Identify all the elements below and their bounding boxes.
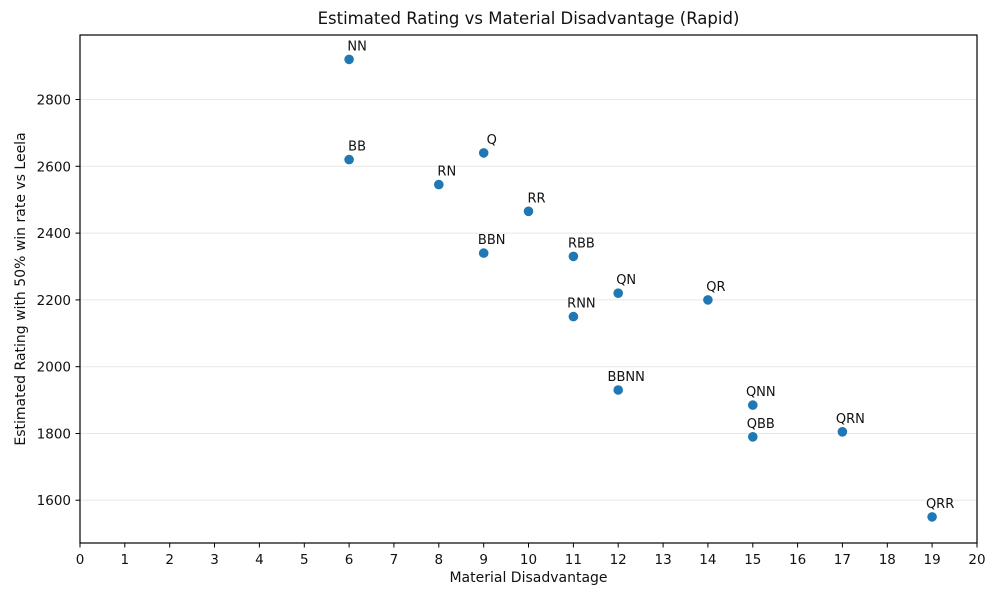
data-point-QRN (837, 427, 848, 437)
x-axis-label: Material Disadvantage (449, 570, 608, 586)
point-label-QNN: QNN (746, 385, 776, 400)
data-point-QN (613, 288, 623, 299)
data-point-Q (478, 148, 489, 158)
point-label-RBB: RBB (568, 236, 595, 251)
x-tick-label-5: 5 (300, 552, 309, 568)
point-label-Q: Q (487, 133, 497, 148)
point-label-RNN: RNN (567, 297, 595, 312)
point-label-BBNN: BBNN (608, 370, 645, 385)
point-label-QN: QN (616, 273, 636, 288)
data-point-RNN (568, 311, 579, 322)
y-tick-label-2200: 2200 (37, 293, 71, 309)
point-label-QRN: QRN (836, 412, 865, 427)
x-tick-label-15: 15 (744, 552, 761, 568)
data-point-QRR (927, 512, 937, 522)
point-label-QRR: QRR (926, 497, 954, 512)
x-tick-label-2: 2 (165, 552, 174, 568)
x-tick-label-11: 11 (565, 552, 582, 568)
data-point-BBN (478, 248, 489, 258)
x-tick-label-4: 4 (255, 552, 264, 568)
x-tick-label-6: 6 (345, 552, 354, 568)
data-point-BB (344, 154, 354, 165)
x-tick-label-18: 18 (879, 552, 896, 568)
y-tick-label-1600: 1600 (37, 493, 71, 509)
data-point-QNN (748, 400, 758, 410)
data-point-QBB (748, 432, 758, 442)
data-point-RBB (568, 251, 579, 262)
x-tick-label-0: 0 (76, 552, 85, 568)
point-label-QBB: QBB (747, 417, 775, 432)
point-label-QR: QR (706, 280, 725, 295)
x-tick-label-9: 9 (479, 552, 488, 568)
data-point-RR (523, 206, 534, 217)
point-label-BBN: BBN (478, 233, 506, 248)
x-tick-label-8: 8 (435, 552, 444, 568)
point-label-RN: RN (437, 165, 456, 180)
x-tick-label-17: 17 (834, 552, 851, 568)
x-tick-label-13: 13 (655, 552, 672, 568)
x-tick-label-7: 7 (390, 552, 399, 568)
y-tick-label-2400: 2400 (37, 226, 71, 242)
x-tick-label-3: 3 (210, 552, 219, 568)
x-tick-label-14: 14 (699, 552, 716, 568)
x-tick-label-12: 12 (610, 552, 627, 568)
data-point-NN (344, 54, 354, 65)
data-point-QR (703, 295, 713, 305)
point-label-NN: NN (347, 39, 366, 54)
plot-border (79, 34, 978, 544)
x-tick-label-20: 20 (968, 552, 985, 568)
x-tick-label-10: 10 (520, 552, 537, 568)
x-tick-label-16: 16 (789, 552, 806, 568)
y-tick-label-2600: 2600 (37, 159, 71, 175)
y-tick-label-2000: 2000 (37, 360, 71, 376)
y-tick-label-2800: 2800 (37, 93, 71, 109)
data-point-BBNN (613, 385, 623, 395)
chart-title: Estimated Rating vs Material Disadvantag… (317, 9, 740, 28)
x-tick-label-19: 19 (924, 552, 941, 568)
point-label-BB: BB (348, 140, 366, 155)
y-tick-label-1800: 1800 (37, 427, 71, 443)
x-tick-label-1: 1 (121, 552, 130, 568)
point-label-RR: RR (527, 191, 545, 206)
data-point-RN (434, 179, 444, 190)
